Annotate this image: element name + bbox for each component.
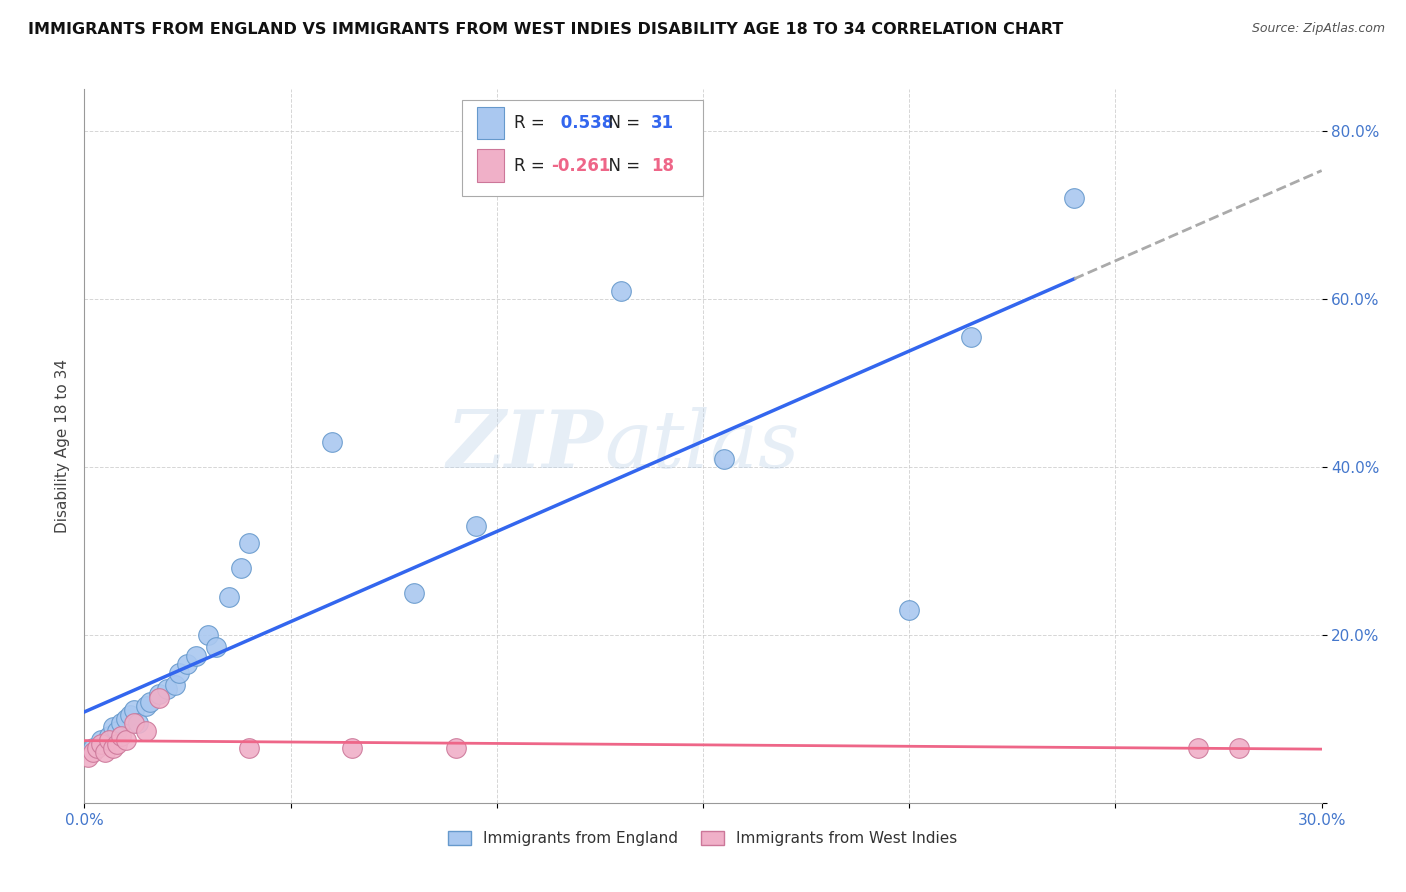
Point bbox=[404, 586, 426, 600]
Text: atlas: atlas bbox=[605, 408, 800, 484]
Point bbox=[103, 741, 125, 756]
Point bbox=[90, 732, 112, 747]
Text: N =: N = bbox=[598, 114, 645, 132]
Point bbox=[98, 732, 121, 747]
Point bbox=[90, 737, 112, 751]
Point bbox=[77, 749, 100, 764]
Point bbox=[342, 741, 364, 756]
Point bbox=[205, 640, 228, 655]
FancyBboxPatch shape bbox=[461, 100, 703, 196]
Point bbox=[148, 687, 170, 701]
Point bbox=[1227, 741, 1250, 756]
Point bbox=[1187, 741, 1209, 756]
Point bbox=[1063, 191, 1085, 205]
Point bbox=[167, 665, 190, 680]
Y-axis label: Disability Age 18 to 34: Disability Age 18 to 34 bbox=[55, 359, 70, 533]
FancyBboxPatch shape bbox=[477, 150, 503, 182]
Point bbox=[114, 732, 136, 747]
Point bbox=[218, 590, 240, 604]
Text: -0.261: -0.261 bbox=[551, 157, 610, 175]
Point bbox=[960, 330, 983, 344]
Point bbox=[609, 284, 631, 298]
Point bbox=[98, 729, 121, 743]
Point bbox=[135, 699, 157, 714]
Point bbox=[82, 741, 104, 756]
Point bbox=[197, 628, 219, 642]
Point bbox=[127, 716, 149, 731]
Point bbox=[238, 535, 260, 549]
Point bbox=[94, 746, 117, 760]
Text: 0.538: 0.538 bbox=[554, 114, 613, 132]
Point bbox=[82, 746, 104, 760]
Point bbox=[110, 729, 132, 743]
Text: ZIP: ZIP bbox=[447, 408, 605, 484]
Point bbox=[898, 603, 921, 617]
Point bbox=[114, 712, 136, 726]
Point bbox=[118, 707, 141, 722]
Point bbox=[229, 560, 252, 574]
Point bbox=[86, 741, 108, 756]
Point bbox=[444, 741, 467, 756]
Point bbox=[105, 724, 128, 739]
Point bbox=[139, 695, 162, 709]
Point bbox=[105, 737, 128, 751]
Text: IMMIGRANTS FROM ENGLAND VS IMMIGRANTS FROM WEST INDIES DISABILITY AGE 18 TO 34 C: IMMIGRANTS FROM ENGLAND VS IMMIGRANTS FR… bbox=[28, 22, 1063, 37]
Text: 18: 18 bbox=[651, 157, 673, 175]
Point bbox=[321, 434, 343, 449]
Point bbox=[122, 703, 145, 717]
Point bbox=[148, 690, 170, 705]
Text: Source: ZipAtlas.com: Source: ZipAtlas.com bbox=[1251, 22, 1385, 36]
Point bbox=[465, 518, 488, 533]
Point bbox=[176, 657, 198, 672]
FancyBboxPatch shape bbox=[477, 107, 503, 139]
Text: 31: 31 bbox=[651, 114, 673, 132]
Text: N =: N = bbox=[598, 157, 645, 175]
Point bbox=[110, 716, 132, 731]
Point bbox=[238, 741, 260, 756]
Text: R =: R = bbox=[513, 157, 550, 175]
Point bbox=[122, 716, 145, 731]
Legend: Immigrants from England, Immigrants from West Indies: Immigrants from England, Immigrants from… bbox=[441, 825, 965, 852]
Point bbox=[135, 724, 157, 739]
Point bbox=[156, 682, 179, 697]
Point bbox=[713, 451, 735, 466]
Point bbox=[165, 678, 187, 692]
Text: R =: R = bbox=[513, 114, 550, 132]
Point bbox=[184, 648, 207, 663]
Point bbox=[103, 720, 125, 734]
